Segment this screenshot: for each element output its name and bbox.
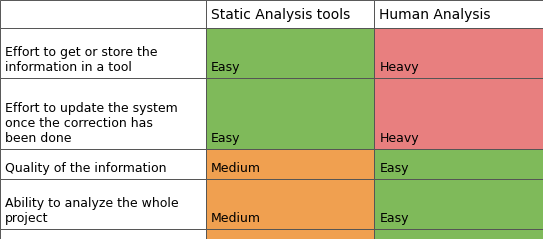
Text: Ability to analyze the whole
project: Ability to analyze the whole project	[5, 197, 179, 225]
Text: Medium: Medium	[211, 212, 261, 225]
Bar	[206, 78, 374, 149]
Text: Human Analysis: Human Analysis	[380, 8, 491, 22]
Bar	[206, 229, 374, 239]
Bar	[374, 149, 543, 179]
Bar	[374, 28, 543, 78]
Bar	[206, 149, 374, 179]
Bar	[0, 28, 206, 78]
Text: Heavy: Heavy	[380, 132, 419, 145]
Text: Easy: Easy	[211, 61, 240, 74]
Bar	[374, 229, 543, 239]
Text: Medium: Medium	[211, 162, 261, 175]
Bar	[374, 0, 543, 28]
Bar	[206, 28, 374, 78]
Text: Easy: Easy	[380, 212, 409, 225]
Text: Easy: Easy	[380, 162, 409, 175]
Bar	[0, 149, 206, 179]
Text: Static Analysis tools: Static Analysis tools	[211, 8, 350, 22]
Text: Heavy: Heavy	[380, 61, 419, 74]
Bar	[374, 78, 543, 149]
Bar	[0, 78, 206, 149]
Bar	[206, 179, 374, 229]
Text: Quality of the information: Quality of the information	[5, 162, 167, 175]
Bar	[0, 229, 206, 239]
Bar	[374, 179, 543, 229]
Text: Effort to update the system
once the correction has
been done: Effort to update the system once the cor…	[5, 102, 178, 145]
Bar	[0, 0, 206, 28]
Text: Easy: Easy	[211, 132, 240, 145]
Bar	[206, 0, 374, 28]
Text: Effort to get or store the
information in a tool: Effort to get or store the information i…	[5, 46, 157, 74]
Bar	[0, 179, 206, 229]
